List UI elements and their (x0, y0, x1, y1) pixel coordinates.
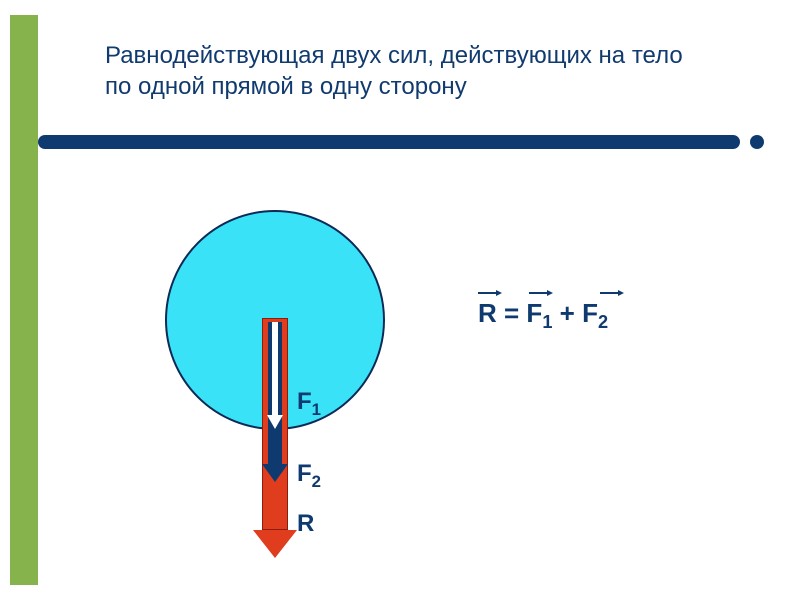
arrow-group (165, 210, 385, 540)
arrow-f2-head (262, 464, 288, 482)
label-f2: F2 (297, 460, 321, 492)
formula-eq: = (497, 298, 527, 328)
force-diagram: F1 F2 R (165, 210, 385, 540)
divider-line (38, 135, 740, 149)
formula-r: R (478, 298, 497, 328)
vector-overline (478, 292, 496, 294)
accent-sidebar (10, 15, 38, 585)
vector-overline-tip (618, 290, 624, 296)
slide-title: Равнодействующая двух сил, действующих н… (105, 40, 705, 102)
vector-overline-tip (547, 290, 553, 296)
label-r: R (297, 510, 314, 538)
vector-overline (600, 292, 618, 294)
arrow-r-head (253, 530, 297, 558)
formula-f2-sub: 2 (598, 312, 608, 332)
label-f2-text: F (297, 460, 312, 487)
formula-f1: F (526, 298, 542, 328)
arrow-f1-stem (272, 322, 278, 415)
label-f2-sub: 2 (312, 472, 321, 491)
formula-f2: F (582, 298, 598, 328)
arrow-f1-head (267, 415, 283, 429)
label-f1-text: F (297, 388, 312, 415)
vector-overline-tip (496, 290, 502, 296)
label-f1: F1 (297, 388, 321, 420)
formula-f1-sub: 1 (542, 312, 552, 332)
label-r-text: R (297, 510, 314, 537)
formula-plus: + (552, 298, 582, 328)
label-f1-sub: 1 (312, 400, 321, 419)
formula: R = F1 + F2 (478, 298, 608, 333)
vector-overline (529, 292, 547, 294)
divider-dot (750, 135, 764, 149)
